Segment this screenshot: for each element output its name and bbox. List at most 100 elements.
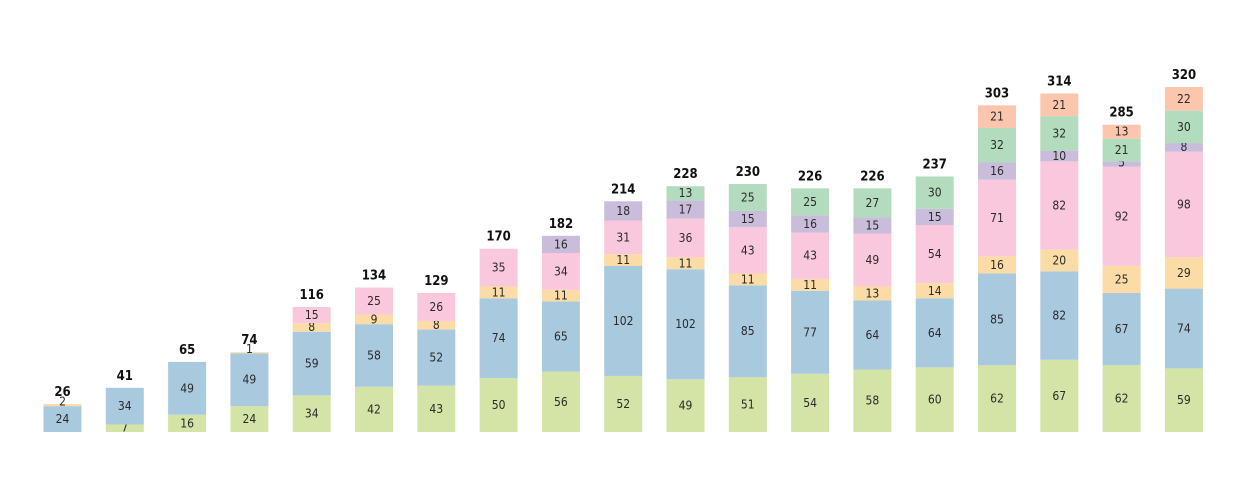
segment-value-label: 34 [554, 264, 568, 278]
bar-segment [604, 375, 643, 432]
segment-value-label: 67 [1115, 322, 1129, 336]
segment-value-label: 25 [803, 195, 817, 209]
segment-value-label: 13 [1115, 125, 1129, 139]
segment-value-label: 49 [243, 373, 257, 387]
segment-value-label: 27 [866, 196, 880, 210]
segment-value-label: 59 [305, 357, 319, 371]
bar-segment [666, 269, 705, 380]
segment-value-label: 11 [554, 289, 568, 303]
bar-segment [791, 278, 830, 291]
segment-value-label: 24 [56, 412, 70, 426]
segment-value-label: 64 [866, 328, 880, 342]
bar-segment [355, 324, 393, 387]
segment-value-label: 49 [866, 253, 880, 267]
bar-segment [105, 387, 144, 425]
segment-value-label: 29 [1177, 266, 1191, 280]
bar-segment [791, 232, 830, 279]
bar-total-label: 41 [117, 369, 133, 384]
bar-segment [1040, 271, 1079, 360]
bar-segment [1102, 166, 1141, 266]
segment-value-label: 50 [492, 398, 506, 412]
bar-segment [1102, 161, 1141, 167]
segment-value-label: 15 [928, 210, 942, 224]
bar-segment [604, 254, 643, 266]
bar-segment [230, 352, 269, 354]
bar-total-label: 65 [179, 343, 195, 358]
bar-segment [728, 377, 767, 432]
bar-segment [1164, 87, 1203, 111]
bar-segment [728, 285, 767, 378]
bar-segment [915, 298, 954, 368]
segment-value-label: 74 [492, 331, 506, 345]
bar-total-label: 230 [736, 165, 760, 180]
bar-segment [355, 287, 393, 315]
bar-segment [168, 361, 207, 415]
bar-segment [1102, 265, 1141, 293]
segment-value-label: 25 [367, 294, 381, 308]
segment-value-label: 67 [1052, 389, 1066, 403]
segment-value-label: 11 [492, 285, 506, 299]
bar-segment [978, 179, 1016, 257]
segment-value-label: 15 [305, 308, 319, 322]
bar-segment [417, 292, 456, 321]
segment-value-label: 8 [1180, 140, 1187, 154]
segment-value-label: 58 [367, 348, 381, 362]
bar-segment [1040, 93, 1079, 117]
bar-segment [292, 306, 331, 324]
bar-segment [479, 248, 518, 287]
bar-total-label: 226 [860, 169, 884, 184]
bar-segment [791, 373, 830, 432]
segment-value-label: 17 [679, 202, 693, 216]
segment-value-label: 20 [1052, 254, 1066, 268]
bar-total-label: 129 [424, 274, 448, 289]
bar-segment [1164, 257, 1203, 289]
segment-value-label: 42 [367, 402, 381, 416]
segment-value-label: 65 [554, 330, 568, 344]
bar-segment [230, 406, 269, 432]
bar-segment [853, 188, 892, 218]
bar-total-label: 26 [54, 385, 70, 400]
bar-segment [479, 298, 518, 379]
bar-segment [43, 406, 82, 432]
segment-value-label: 102 [675, 317, 696, 331]
segment-value-label: 77 [803, 325, 817, 339]
segment-value-label: 56 [554, 395, 568, 409]
segment-value-label: 64 [928, 326, 942, 340]
segment-value-label: 82 [1052, 199, 1066, 213]
segment-value-label: 35 [492, 261, 506, 275]
segment-value-label: 30 [1177, 120, 1191, 134]
bar-segment [1164, 143, 1203, 152]
segment-value-label: 8 [308, 320, 315, 334]
segment-value-label: 16 [990, 164, 1004, 178]
bar-segment [1102, 365, 1141, 432]
bar-segment [915, 367, 954, 432]
segment-value-label: 34 [305, 407, 319, 421]
bar-segment [604, 201, 643, 221]
segment-value-label: 49 [180, 381, 194, 395]
segment-value-label: 58 [866, 394, 880, 408]
bar-segment [1164, 110, 1203, 144]
segment-value-label: 7 [121, 421, 128, 435]
bar-segment [978, 273, 1016, 366]
segment-value-label: 92 [1115, 209, 1129, 223]
segment-value-label: 52 [616, 397, 630, 411]
segment-value-label: 82 [1052, 309, 1066, 323]
segment-value-label: 74 [1177, 322, 1191, 336]
bar-segment [479, 378, 518, 432]
segment-value-label: 14 [928, 284, 942, 298]
bar-segment [417, 385, 456, 432]
segment-value-label: 32 [1052, 126, 1066, 140]
bar-segment [978, 365, 1016, 432]
segment-value-label: 11 [616, 253, 630, 267]
bar-segment [915, 283, 954, 299]
bar-segment [1164, 288, 1203, 369]
segment-value-label: 26 [429, 300, 443, 314]
bar-segment [728, 273, 767, 286]
segment-value-label: 71 [990, 211, 1004, 225]
segment-value-label: 21 [1052, 98, 1066, 112]
bar-total-label: 303 [985, 86, 1009, 101]
bar-segment [541, 253, 580, 290]
bar-total-label: 320 [1172, 68, 1196, 83]
segment-value-label: 18 [616, 204, 630, 218]
